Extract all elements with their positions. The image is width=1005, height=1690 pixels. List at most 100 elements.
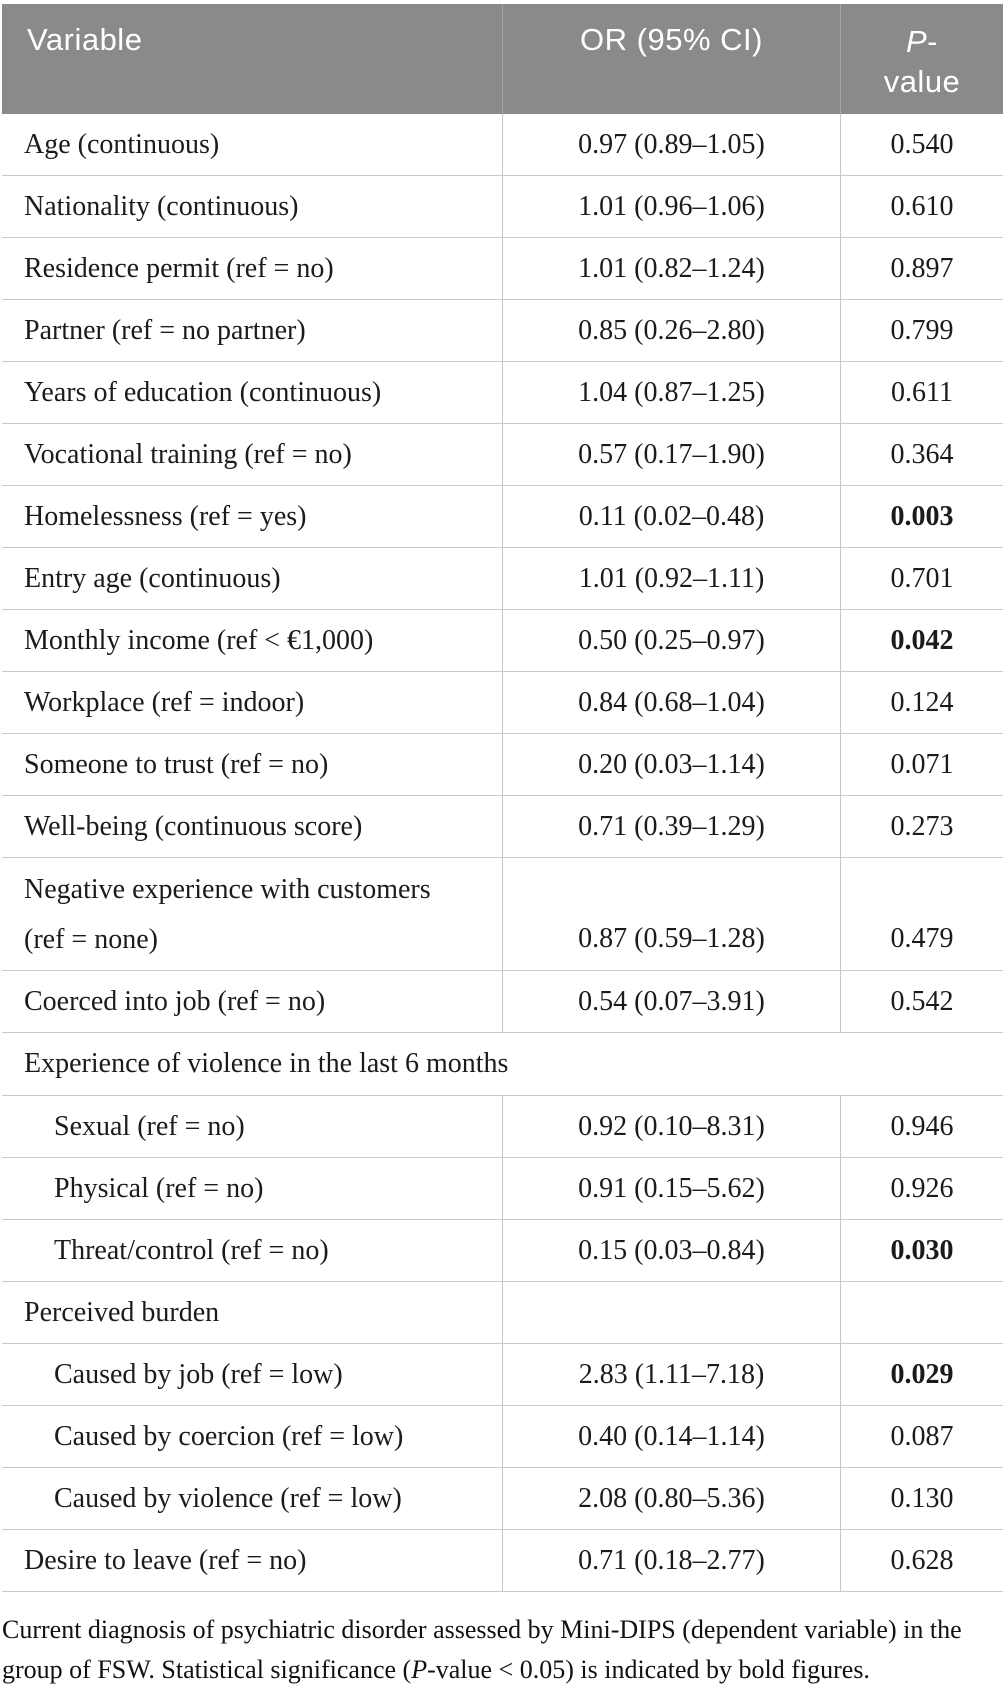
footnote-italic-p: P: [411, 1655, 428, 1684]
p-cell: 0.799: [840, 300, 1003, 361]
section-row: Perceived burden: [2, 1281, 1003, 1343]
or-cell-empty: [502, 1282, 840, 1343]
or-cell: 0.50 (0.25–0.97): [502, 610, 840, 671]
p-cell: 0.030: [840, 1220, 1003, 1281]
variable-label: Homelessness (ref = yes): [24, 500, 307, 532]
table-row: Coerced into job (ref = no) 0.54 (0.07–3.…: [2, 970, 1003, 1032]
variable-label: Threat/control (ref = no): [54, 1234, 329, 1266]
table-row: Residence permit (ref = no) 1.01 (0.82–1.…: [2, 237, 1003, 299]
table-row: Workplace (ref = indoor) 0.84 (0.68–1.04)…: [2, 671, 1003, 733]
or-cell: 0.87 (0.59–1.28): [502, 858, 840, 970]
or-cell: 0.40 (0.14–1.14): [502, 1406, 840, 1467]
or-cell: 0.97 (0.89–1.05): [502, 114, 840, 175]
variable-label: Monthly income (ref < €1,000): [24, 624, 374, 656]
p-cell-empty: [840, 1282, 1003, 1343]
variable-label: Caused by coercion (ref = low): [54, 1420, 404, 1452]
variable-label-line1: Negative experience with customers: [24, 874, 431, 905]
p-cell: 0.087: [840, 1406, 1003, 1467]
table-body: Age (continuous) 0.97 (0.89–1.05) 0.540 Nat…: [2, 114, 1003, 1592]
p-cell: 0.003: [840, 486, 1003, 547]
or-cell: 2.08 (0.80–5.36): [502, 1468, 840, 1529]
variable-label: Caused by violence (ref = low): [54, 1482, 402, 1514]
or-cell: 0.92 (0.10–8.31): [502, 1096, 840, 1157]
p-cell: 0.479: [840, 858, 1003, 970]
table-row: Sexual (ref = no) 0.92 (0.10–8.31) 0.946: [2, 1095, 1003, 1157]
results-table: Variable OR (95% CI) P-value Age (contin…: [2, 4, 1003, 1592]
p-cell: 0.611: [840, 362, 1003, 423]
or-cell: 2.83 (1.11–7.18): [502, 1344, 840, 1405]
variable-label-line2: (ref = none): [24, 924, 158, 955]
or-cell: 0.91 (0.15–5.62): [502, 1158, 840, 1219]
or-cell: 0.11 (0.02–0.48): [502, 486, 840, 547]
or-cell: 1.01 (0.92–1.11): [502, 548, 840, 609]
p-cell: 0.273: [840, 796, 1003, 857]
variable-label: Desire to leave (ref = no): [24, 1544, 307, 1576]
table-row: Negative experience with customers (ref =…: [2, 857, 1003, 970]
p-cell: 0.610: [840, 176, 1003, 237]
table-row: Vocational training (ref = no) 0.57 (0.17…: [2, 423, 1003, 485]
variable-label: Residence permit (ref = no): [24, 252, 334, 284]
or-cell: 0.57 (0.17–1.90): [502, 424, 840, 485]
p-cell: 0.029: [840, 1344, 1003, 1405]
table-row: Caused by violence (ref = low) 2.08 (0.80…: [2, 1467, 1003, 1529]
variable-label: Well-being (continuous score): [24, 810, 363, 842]
column-header-or-ci: OR (95% CI): [502, 4, 840, 114]
p-cell: 0.071: [840, 734, 1003, 795]
table-row: Threat/control (ref = no) 0.15 (0.03–0.84…: [2, 1219, 1003, 1281]
p-cell: 0.701: [840, 548, 1003, 609]
table-header: Variable OR (95% CI) P-value: [2, 4, 1003, 114]
variable-label: Sexual (ref = no): [54, 1110, 245, 1142]
variable-label: Caused by job (ref = low): [54, 1358, 343, 1390]
p-cell: 0.946: [840, 1096, 1003, 1157]
or-cell: 1.04 (0.87–1.25): [502, 362, 840, 423]
table-row: Caused by coercion (ref = low) 0.40 (0.14…: [2, 1405, 1003, 1467]
variable-label: Vocational training (ref = no): [24, 438, 352, 470]
p-cell: 0.042: [840, 610, 1003, 671]
or-cell: 0.20 (0.03–1.14): [502, 734, 840, 795]
p-cell: 0.628: [840, 1530, 1003, 1591]
p-cell: 0.130: [840, 1468, 1003, 1529]
section-row: Experience of violence in the last 6 mon…: [2, 1032, 1003, 1095]
table-row: Physical (ref = no) 0.91 (0.15–5.62) 0.926: [2, 1157, 1003, 1219]
variable-label: Nationality (continuous): [24, 190, 299, 222]
variable-label: Someone to trust (ref = no): [24, 748, 329, 780]
table-row: Desire to leave (ref = no) 0.71 (0.18–2.7…: [2, 1529, 1003, 1591]
p-cell: 0.124: [840, 672, 1003, 733]
column-header-p-value: P-value: [840, 4, 1003, 114]
or-cell: 1.01 (0.82–1.24): [502, 238, 840, 299]
section-label: Perceived burden: [24, 1296, 220, 1328]
p-cell: 0.540: [840, 114, 1003, 175]
or-cell: 0.54 (0.07–3.91): [502, 971, 840, 1032]
p-cell: 0.926: [840, 1158, 1003, 1219]
footnote-text: -value < 0.05) is indicated by bold figu…: [427, 1655, 870, 1684]
variable-label: Entry age (continuous): [24, 562, 281, 594]
table-row: Years of education (continuous) 1.04 (0.8…: [2, 361, 1003, 423]
or-cell: 0.71 (0.18–2.77): [502, 1530, 840, 1591]
column-header-variable: Variable: [27, 22, 143, 57]
table-row: Someone to trust (ref = no) 0.20 (0.03–1.…: [2, 733, 1003, 795]
variable-label: Coerced into job (ref = no): [24, 985, 326, 1017]
p-cell: 0.364: [840, 424, 1003, 485]
or-cell: 1.01 (0.96–1.06): [502, 176, 840, 237]
or-cell: 0.84 (0.68–1.04): [502, 672, 840, 733]
variable-label: Negative experience with customers (ref =…: [2, 858, 502, 970]
table-row: Homelessness (ref = yes) 0.11 (0.02–0.48)…: [2, 485, 1003, 547]
or-cell: 0.85 (0.26–2.80): [502, 300, 840, 361]
p-cell: 0.542: [840, 971, 1003, 1032]
section-label: Experience of violence in the last 6 mon…: [24, 1048, 509, 1079]
p-cell: 0.897: [840, 238, 1003, 299]
table-row: Caused by job (ref = low) 2.83 (1.11–7.18…: [2, 1343, 1003, 1405]
table-row: Nationality (continuous) 1.01 (0.96–1.06)…: [2, 175, 1003, 237]
table-row: Monthly income (ref < €1,000) 0.50 (0.25–…: [2, 609, 1003, 671]
or-cell: 0.15 (0.03–0.84): [502, 1220, 840, 1281]
variable-label: Partner (ref = no partner): [24, 314, 306, 346]
variable-label: Years of education (continuous): [24, 376, 382, 408]
table-row: Well-being (continuous score) 0.71 (0.39–…: [2, 795, 1003, 857]
table-row: Partner (ref = no partner) 0.85 (0.26–2.8…: [2, 299, 1003, 361]
variable-label: Workplace (ref = indoor): [24, 686, 305, 718]
variable-label: Physical (ref = no): [54, 1172, 264, 1204]
table-row: Entry age (continuous) 1.01 (0.92–1.11) 0.…: [2, 547, 1003, 609]
variable-label: Age (continuous): [24, 128, 220, 160]
table-footnote: Current diagnosis of psychiatric disorde…: [2, 1610, 1003, 1690]
table-row: Age (continuous) 0.97 (0.89–1.05) 0.540: [2, 114, 1003, 175]
